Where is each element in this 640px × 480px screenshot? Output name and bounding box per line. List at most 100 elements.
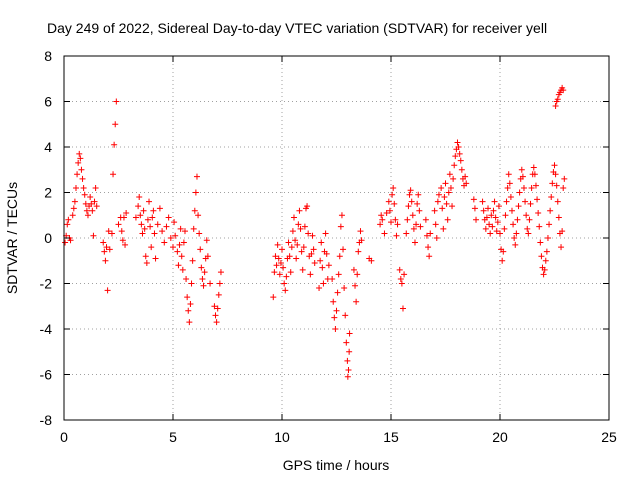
- data-point: [432, 221, 439, 228]
- data-point: [558, 244, 565, 251]
- data-point: [207, 280, 214, 287]
- data-point: [176, 241, 183, 248]
- y-tick-labels: -8 -6 -4 -2 0 2 4 6 8: [40, 48, 53, 428]
- data-point: [479, 198, 486, 205]
- data-point: [462, 173, 469, 180]
- data-point: [329, 275, 336, 282]
- data-point: [441, 194, 448, 201]
- data-point: [142, 253, 149, 260]
- data-point: [536, 223, 543, 230]
- data-point: [332, 326, 339, 332]
- y-tick-label: -6: [40, 367, 53, 383]
- data-point: [171, 219, 178, 226]
- data-point: [191, 207, 198, 214]
- data-point: [174, 248, 181, 255]
- data-point: [489, 223, 496, 230]
- data-point: [298, 248, 305, 255]
- data-point: [276, 271, 283, 278]
- data-point: [320, 280, 327, 287]
- data-point: [319, 264, 326, 271]
- data-point: [524, 225, 531, 232]
- data-point: [309, 232, 316, 239]
- data-point: [537, 239, 544, 246]
- data-point: [423, 232, 430, 239]
- data-point: [179, 266, 186, 273]
- data-point: [132, 214, 139, 221]
- data-point: [72, 184, 79, 191]
- data-point: [534, 196, 541, 203]
- data-point: [523, 212, 530, 219]
- data-point: [178, 253, 185, 260]
- data-point: [355, 248, 362, 255]
- data-point: [186, 319, 193, 326]
- data-point: [64, 221, 71, 228]
- data-point: [542, 257, 549, 264]
- data-point: [195, 212, 202, 219]
- data-point: [354, 271, 361, 278]
- data-point: [426, 253, 433, 260]
- data-point: [271, 269, 278, 276]
- data-point: [445, 189, 452, 196]
- data-point: [378, 212, 385, 219]
- data-point: [525, 230, 532, 237]
- data-point: [70, 205, 77, 212]
- data-point: [335, 271, 342, 278]
- data-point: [560, 184, 567, 191]
- data-point: [105, 228, 112, 235]
- data-point: [507, 194, 514, 201]
- data-point: [344, 357, 351, 364]
- data-point: [456, 150, 463, 157]
- data-point: [193, 173, 200, 180]
- y-tick-label: -2: [40, 276, 53, 292]
- data-point: [346, 330, 353, 337]
- data-point: [389, 191, 396, 198]
- data-point: [399, 305, 406, 312]
- data-point: [181, 228, 188, 235]
- y-tick-label: -4: [40, 321, 53, 337]
- data-point: [530, 164, 537, 171]
- data-point: [427, 230, 434, 237]
- data-point: [69, 212, 76, 219]
- data-point: [438, 184, 445, 191]
- data-point: [552, 103, 559, 110]
- data-point: [409, 212, 416, 219]
- data-point: [308, 250, 315, 257]
- data-point: [492, 214, 499, 221]
- data-point: [494, 219, 501, 226]
- data-point: [471, 205, 478, 212]
- data-point: [143, 260, 150, 267]
- y-tick-label: -8: [40, 412, 53, 428]
- data-point: [277, 260, 284, 267]
- data-point: [346, 348, 353, 355]
- data-point: [455, 144, 462, 150]
- data-point: [515, 203, 522, 210]
- data-point: [151, 230, 158, 237]
- data-point: [190, 225, 197, 232]
- data-point: [552, 171, 559, 178]
- data-point: [342, 312, 349, 319]
- data-point: [148, 244, 155, 251]
- data-point: [483, 214, 490, 221]
- data-point: [514, 216, 521, 223]
- data-point: [401, 271, 408, 278]
- data-point: [352, 282, 359, 289]
- data-point: [217, 269, 224, 276]
- data-point: [294, 241, 301, 248]
- data-point: [177, 225, 184, 232]
- data-point: [538, 253, 545, 260]
- data-point: [165, 214, 172, 221]
- y-tick-label: 4: [44, 139, 52, 155]
- data-point: [297, 225, 304, 232]
- data-point: [553, 182, 560, 189]
- data-point: [198, 264, 205, 271]
- grid: [64, 56, 609, 420]
- data-point: [345, 366, 352, 373]
- data-point: [519, 173, 526, 180]
- data-point: [90, 232, 97, 239]
- data-point: [350, 266, 357, 273]
- data-point: [199, 275, 206, 282]
- data-point: [463, 180, 470, 187]
- data-point: [189, 257, 196, 264]
- data-point: [93, 203, 100, 210]
